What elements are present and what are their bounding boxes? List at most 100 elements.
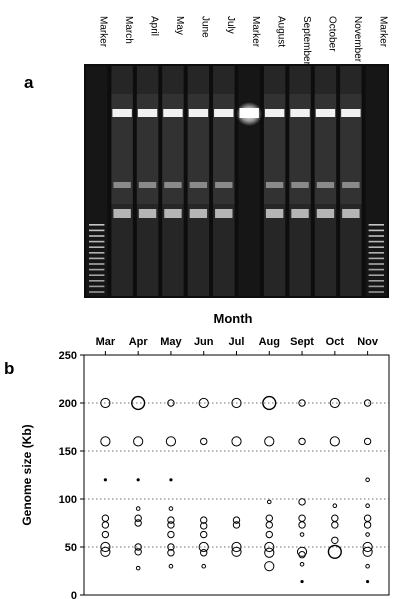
y-axis-ticks: 0 50 100 150 200 250: [59, 350, 84, 599]
ladder-band: [368, 235, 384, 237]
ladder-band: [368, 274, 384, 276]
data-point: [131, 395, 146, 411]
gel-band: [264, 109, 285, 117]
data-point: [168, 563, 174, 569]
x-tick-label: Nov: [357, 336, 379, 348]
x-tick-label: Sept: [290, 336, 314, 348]
ladder-band: [89, 252, 105, 254]
data-point: [101, 521, 110, 529]
data-point: [167, 516, 175, 524]
lane-label: June: [199, 16, 210, 38]
data-point: [101, 530, 110, 539]
data-point: [167, 549, 175, 557]
smear: [136, 94, 159, 204]
smear: [289, 94, 311, 204]
data-point: [200, 530, 208, 539]
data-point: [362, 541, 373, 553]
data-point: [327, 544, 342, 559]
smear: [263, 94, 286, 204]
data-point: [363, 437, 372, 446]
data-point: [264, 561, 275, 572]
ladder-band: [368, 240, 384, 243]
lane-label: Marker: [98, 16, 109, 48]
x-tick-label: Apr: [129, 336, 149, 348]
ladder-band: [89, 246, 105, 248]
data-point: [329, 436, 340, 447]
lane-label: Marker: [377, 16, 388, 48]
smear: [162, 94, 184, 204]
gel-sample-lane: [213, 66, 235, 296]
data-point: [100, 436, 111, 447]
y-axis-label: Genome size (Kb): [20, 424, 34, 525]
data-point: [265, 514, 273, 522]
smear: [340, 94, 362, 204]
data-point: [298, 399, 306, 407]
ladder-band: [368, 257, 384, 260]
data-point: [264, 547, 275, 558]
x-tick-label: Jun: [194, 336, 214, 348]
data-point: [331, 514, 339, 522]
data-point: [134, 543, 142, 551]
gel-band: [265, 209, 284, 218]
ladder-band: [368, 285, 384, 288]
lane-labels: Marker March April May June July Marker August S…: [98, 16, 389, 66]
lane-label: April: [149, 16, 160, 36]
gel-sample-lane: [289, 66, 311, 296]
gel-band: [164, 182, 182, 188]
data-point: [135, 565, 141, 571]
data-point: [266, 499, 272, 505]
data-point: [298, 521, 306, 529]
gel-band: [315, 109, 336, 117]
data-point: [331, 521, 339, 529]
ladder-band: [89, 229, 105, 232]
gel-band: [113, 182, 131, 188]
data-point: [167, 521, 175, 529]
smear: [213, 94, 235, 204]
lane-background: [365, 66, 387, 296]
data-point: [296, 546, 308, 557]
y-tick-label: 250: [59, 350, 77, 362]
data-point: [231, 397, 242, 409]
gel-sample-lane: [340, 66, 362, 296]
data-point: [167, 543, 175, 551]
gel-sample-lane: [263, 66, 286, 296]
gridlines: [84, 402, 389, 548]
data-points: [100, 395, 373, 584]
data-point: [366, 579, 370, 584]
gel-band: [342, 182, 360, 188]
gel-band: [291, 182, 309, 188]
ladder-band: [368, 229, 384, 232]
lane-label: March: [123, 16, 134, 44]
smear: [111, 94, 133, 204]
y-tick-label: 200: [59, 398, 77, 410]
data-point: [100, 397, 111, 409]
gel-band: [189, 182, 208, 188]
data-point: [365, 477, 370, 483]
data-point: [232, 521, 241, 529]
smear: [314, 94, 337, 204]
x-tick-label: Jul: [229, 336, 245, 348]
ladder-band: [89, 224, 105, 226]
ladder-band: [368, 252, 384, 254]
gel-marker-lane: [86, 66, 108, 296]
panel-b-label: b: [4, 359, 14, 378]
data-point: [198, 541, 209, 553]
data-point: [298, 550, 306, 559]
ladder-band: [89, 268, 105, 271]
data-point: [167, 399, 175, 407]
data-point: [103, 478, 107, 482]
data-point: [299, 532, 305, 537]
x-tick-label: Aug: [259, 336, 280, 348]
gel-marker-lane: [236, 66, 263, 296]
data-point: [200, 437, 208, 446]
gel-band: [214, 109, 234, 117]
gel-band: [138, 209, 157, 218]
data-point: [265, 521, 273, 529]
ladder-band: [368, 263, 384, 265]
data-point: [198, 397, 209, 409]
lane-label: October: [326, 16, 337, 52]
lane-label: September: [301, 16, 312, 66]
gel-sample-lane: [187, 66, 210, 296]
data-point: [100, 546, 111, 557]
